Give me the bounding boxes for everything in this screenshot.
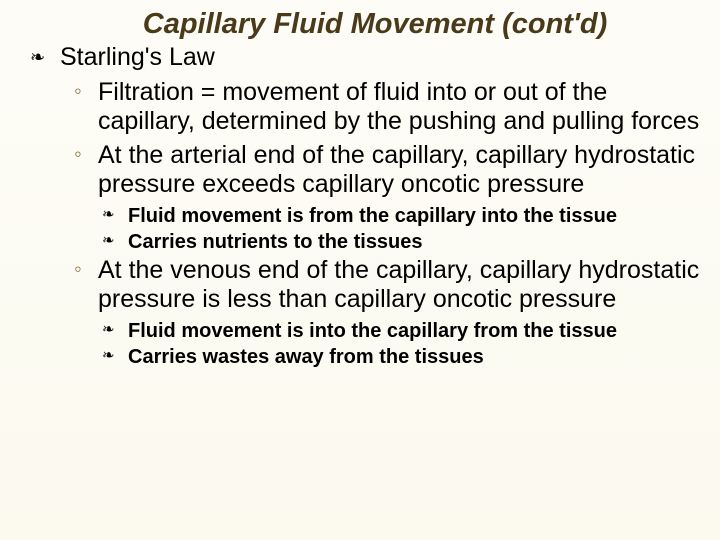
- bullet-filtration: Filtration = movement of fluid into or o…: [20, 78, 700, 137]
- sub-bullet-text: Fluid movement is from the capillary int…: [128, 205, 617, 227]
- sub-bullet-nutrients: ❧ Carries nutrients to the tissues: [20, 230, 700, 254]
- sub-bullet-wastes: ❧ Carries wastes away from the tissues: [20, 345, 700, 369]
- bullet-text: At the arterial end of the capillary, ca…: [98, 141, 695, 199]
- bullet-arterial-end: At the arterial end of the capillary, ca…: [20, 141, 700, 200]
- bullet-text: Filtration = movement of fluid into or o…: [98, 78, 699, 136]
- slide: Capillary Fluid Movement (cont'd) ❧ Star…: [0, 0, 720, 540]
- swirl-icon: ❧: [30, 47, 45, 68]
- swirl-icon: ❧: [102, 347, 115, 365]
- sub-bullet-text: Fluid movement is into the capillary fro…: [128, 320, 617, 342]
- sub-bullet-fluid-into-tissue: ❧ Fluid movement is from the capillary i…: [20, 204, 700, 228]
- slide-title: Capillary Fluid Movement (cont'd): [20, 8, 700, 41]
- bullet-venous-end: At the venous end of the capillary, capi…: [20, 256, 700, 315]
- sub-bullet-fluid-into-capillary: ❧ Fluid movement is into the capillary f…: [20, 319, 700, 343]
- heading-starlings-law: ❧ Starling's Law: [20, 43, 700, 72]
- sub-bullet-text: Carries wastes away from the tissues: [128, 346, 484, 368]
- sub-bullet-text: Carries nutrients to the tissues: [128, 231, 423, 253]
- swirl-icon: ❧: [102, 232, 115, 250]
- bullet-text: At the venous end of the capillary, capi…: [98, 256, 699, 314]
- swirl-icon: ❧: [102, 321, 115, 339]
- swirl-icon: ❧: [102, 206, 115, 224]
- heading-text: Starling's Law: [60, 43, 215, 71]
